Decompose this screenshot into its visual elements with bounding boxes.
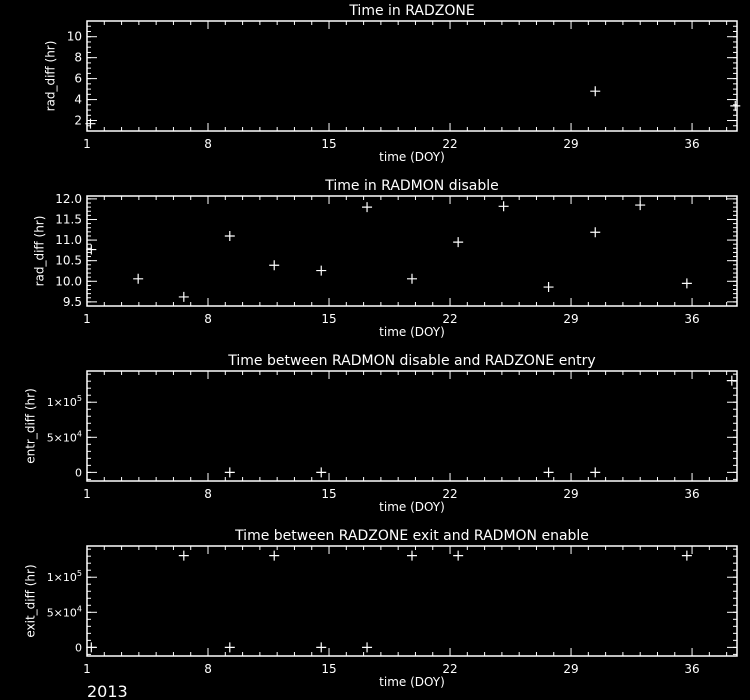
- data-point: [498, 201, 509, 212]
- panel-2: Time in RADMON disable time (DOY) 1 8 15 22 29…: [32, 178, 738, 339]
- data-point: [316, 265, 327, 276]
- y-tick-label: 5×104: [47, 604, 82, 619]
- chart-title: Time in RADZONE: [348, 3, 474, 19]
- y-tick-label: 2: [74, 114, 82, 128]
- y-tick-label: 9.5: [63, 295, 82, 309]
- x-tick-label: 8: [204, 487, 212, 501]
- data-point: [178, 550, 189, 561]
- x-tick-label: 36: [684, 312, 699, 326]
- data-point: [590, 86, 601, 97]
- year-label: 2013: [87, 682, 128, 700]
- plot-frame: [86, 545, 738, 657]
- data-point: [453, 237, 464, 248]
- plot-frame: [86, 195, 738, 307]
- data-point: [269, 550, 280, 561]
- y-tick-label: 8: [74, 51, 82, 65]
- data-point: [86, 244, 97, 255]
- data-point: [453, 550, 464, 561]
- data-point: [178, 291, 189, 302]
- plot-frame: [86, 370, 738, 482]
- x-tick-label: 8: [204, 662, 212, 676]
- data-point: [224, 467, 235, 478]
- x-axis-label: time (DOY): [379, 150, 445, 164]
- x-axis-label: time (DOY): [379, 500, 445, 514]
- data-point: [362, 642, 373, 653]
- data-point: [590, 227, 601, 238]
- panel-3: Time between RADMON disable and RADZONE …: [24, 353, 738, 514]
- y-tick-label: 11.5: [55, 212, 82, 226]
- y-axis-label: exit_diff (hr): [24, 564, 38, 637]
- data-point: [730, 100, 741, 111]
- chart-title: Time between RADZONE exit and RADMON ena…: [234, 528, 589, 544]
- x-tick-label: 36: [684, 487, 699, 501]
- x-tick-label: 29: [563, 312, 578, 326]
- x-tick-label: 22: [442, 137, 457, 151]
- y-tick-label: 0: [75, 466, 82, 479]
- data-point: [316, 642, 327, 653]
- data-point: [726, 375, 737, 386]
- data-point: [407, 273, 417, 284]
- x-tick-label: 15: [321, 312, 336, 326]
- x-tick-label: 8: [204, 137, 212, 151]
- plot-frame: [86, 20, 738, 132]
- x-tick-label: 1: [83, 487, 91, 501]
- data-point: [269, 260, 280, 271]
- x-tick-label: 8: [204, 312, 212, 326]
- y-tick-label: 5×104: [47, 429, 82, 444]
- y-tick-label: 11.0: [55, 233, 82, 247]
- data-point: [224, 642, 235, 653]
- x-tick-label: 29: [563, 487, 578, 501]
- y-tick-label: 10.5: [55, 254, 82, 268]
- x-tick-label: 29: [563, 662, 578, 676]
- x-tick-label: 29: [563, 137, 578, 151]
- data-point: [590, 467, 601, 478]
- x-tick-label: 15: [321, 662, 336, 676]
- data-point: [85, 118, 96, 129]
- y-tick-label: 4: [74, 93, 82, 107]
- data-point: [681, 278, 692, 289]
- x-tick-label: 36: [684, 137, 699, 151]
- y-axis-label: rad_diff (hr): [44, 41, 58, 112]
- chart-title: Time in RADMON disable: [324, 178, 499, 194]
- data-point: [407, 550, 417, 561]
- x-tick-label: 36: [684, 662, 699, 676]
- data-point: [224, 230, 235, 241]
- y-tick-label: 0: [75, 641, 82, 654]
- x-tick-label: 22: [442, 487, 457, 501]
- y-tick-label: 1×105: [47, 394, 82, 409]
- data-point: [543, 282, 554, 293]
- panel-4: Time between RADZONE exit and RADMON ena…: [24, 528, 738, 689]
- data-point: [543, 467, 554, 478]
- data-point: [316, 467, 327, 478]
- x-axis-label: time (DOY): [379, 675, 445, 689]
- panel-1: Time in RADZONE time (DOY) 1 8 15 22 29 36 2 4 6 8 1…: [44, 3, 741, 164]
- x-tick-label: 22: [442, 312, 457, 326]
- data-point: [362, 202, 373, 213]
- x-tick-label: 1: [83, 137, 91, 151]
- y-tick-label: 10.0: [55, 274, 82, 288]
- y-axis-label: entr_diff (hr): [24, 388, 38, 464]
- data-point: [133, 273, 144, 284]
- y-tick-label: 10: [67, 30, 82, 44]
- data-point: [635, 200, 646, 211]
- data-point: [681, 550, 692, 561]
- x-tick-label: 1: [83, 312, 91, 326]
- y-tick-label: 12.0: [55, 192, 82, 206]
- x-tick-label: 1: [83, 662, 91, 676]
- chart-title: Time between RADMON disable and RADZONE …: [227, 353, 595, 369]
- x-tick-label: 15: [321, 487, 336, 501]
- y-axis-label: rad_diff (hr): [32, 216, 46, 287]
- y-tick-label: 1×105: [47, 569, 82, 584]
- y-tick-label: 6: [74, 72, 82, 86]
- x-tick-label: 15: [321, 137, 336, 151]
- data-point: [86, 642, 97, 653]
- x-axis-label: time (DOY): [379, 325, 445, 339]
- x-tick-label: 22: [442, 662, 457, 676]
